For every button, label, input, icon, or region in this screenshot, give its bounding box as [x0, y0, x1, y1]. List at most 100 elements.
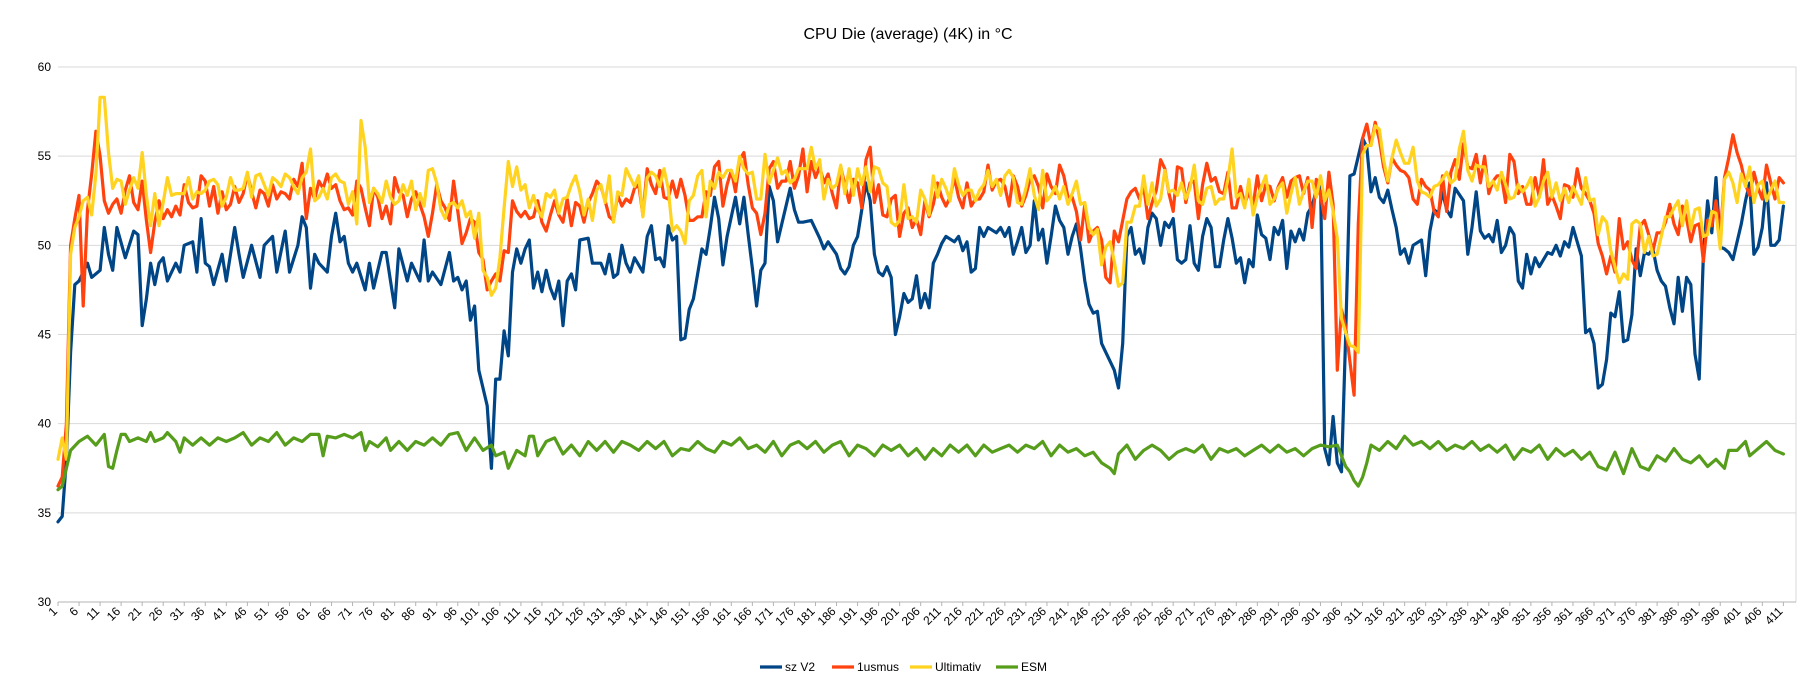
- x-tick-label: 291: [1256, 604, 1280, 628]
- x-tick-label: 356: [1530, 604, 1554, 628]
- x-tick-label: 16: [104, 604, 124, 624]
- x-tick-label: 271: [1172, 604, 1196, 628]
- x-tick-label: 51: [251, 604, 271, 624]
- x-tick-label: 261: [1130, 604, 1154, 628]
- y-axis-ticks: 30 35 40 45 50 55 60: [38, 60, 52, 609]
- x-tick-label: 286: [1235, 604, 1259, 628]
- x-tick-label: 121: [541, 604, 565, 628]
- x-tick-label: 251: [1088, 604, 1112, 628]
- x-tick-label: 126: [562, 604, 586, 628]
- x-tick-label: 346: [1488, 604, 1512, 628]
- x-tick-label: 396: [1698, 604, 1722, 628]
- x-tick-label: 211: [920, 604, 944, 628]
- x-tick-label: 96: [441, 604, 461, 624]
- x-tick-label: 411: [1762, 604, 1786, 628]
- x-tick-label: 386: [1656, 604, 1680, 628]
- x-tick-label: 376: [1614, 604, 1638, 628]
- series-line-1usmus: [56, 120, 1786, 488]
- x-tick-label: 136: [604, 604, 628, 628]
- x-tick-label: 231: [1004, 604, 1028, 628]
- x-tick-label: 11: [83, 604, 102, 623]
- legend-label: sz V2: [785, 660, 815, 674]
- x-tick-label: 1: [45, 604, 60, 619]
- y-tick-label: 50: [38, 238, 52, 252]
- x-tick-label: 206: [899, 604, 923, 628]
- x-tick-label: 161: [709, 604, 733, 628]
- x-tick-label: 196: [857, 604, 881, 628]
- x-tick-label: 151: [667, 604, 691, 628]
- legend: sz V2 1usmus Ultimativ ESM: [760, 660, 1047, 674]
- legend-label: Ultimativ: [935, 660, 981, 674]
- y-tick-label: 45: [38, 328, 52, 342]
- x-tick-label: 216: [941, 604, 965, 628]
- x-tick-label: 246: [1067, 604, 1091, 628]
- x-tick-label: 111: [500, 604, 523, 627]
- chart-title: CPU Die (average) (4K) in °C: [803, 26, 1012, 43]
- x-tick-label: 66: [314, 604, 334, 624]
- x-tick-label: 351: [1509, 604, 1533, 628]
- x-tick-label: 221: [962, 604, 986, 628]
- x-tick-label: 171: [751, 604, 775, 628]
- x-tick-label: 61: [293, 604, 313, 624]
- x-tick-label: 391: [1677, 604, 1701, 628]
- series-line-esm: [56, 431, 1786, 492]
- x-tick-label: 281: [1214, 604, 1238, 628]
- legend-label: ESM: [1021, 660, 1047, 674]
- x-tick-label: 86: [398, 604, 418, 624]
- x-tick-label: 141: [625, 604, 649, 628]
- x-tick-label: 56: [272, 604, 292, 624]
- x-tick-label: 6: [67, 604, 82, 619]
- y-tick-label: 30: [38, 595, 52, 609]
- x-tick-label: 266: [1151, 604, 1175, 628]
- x-tick-label: 101: [457, 604, 481, 628]
- x-tick-label: 371: [1593, 604, 1617, 628]
- x-tick-label: 361: [1551, 604, 1575, 628]
- x-tick-label: 116: [521, 604, 545, 628]
- x-tick-label: 201: [878, 604, 902, 628]
- series-line-sz-v2: [56, 136, 1786, 524]
- x-tick-label: 91: [420, 604, 440, 624]
- x-tick-label: 401: [1719, 604, 1743, 628]
- x-tick-label: 311: [1341, 604, 1365, 628]
- x-tick-label: 321: [1383, 604, 1407, 628]
- x-tick-label: 236: [1025, 604, 1049, 628]
- x-tick-label: 146: [646, 604, 670, 628]
- x-tick-label: 381: [1635, 604, 1659, 628]
- grid: [58, 66, 1797, 603]
- x-tick-label: 76: [356, 604, 376, 624]
- x-tick-label: 191: [836, 604, 860, 628]
- y-tick-label: 60: [38, 60, 52, 74]
- x-tick-label: 336: [1446, 604, 1470, 628]
- x-tick-label: 256: [1109, 604, 1133, 628]
- x-tick-label: 46: [230, 604, 250, 624]
- x-tick-label: 36: [188, 604, 208, 624]
- y-tick-label: 55: [38, 149, 52, 163]
- x-tick-label: 26: [146, 604, 166, 624]
- x-tick-label: 306: [1320, 604, 1344, 628]
- y-tick-label: 40: [38, 417, 52, 431]
- x-tick-label: 156: [688, 604, 712, 628]
- x-tick-label: 241: [1046, 604, 1070, 628]
- x-tick-label: 226: [983, 604, 1007, 628]
- x-tick-label: 296: [1277, 604, 1301, 628]
- x-tick-label: 41: [209, 604, 229, 624]
- plot-area: [56, 95, 1786, 524]
- x-tick-label: 71: [335, 604, 355, 624]
- x-tick-label: 166: [730, 604, 754, 628]
- series-line-ultimativ: [56, 95, 1786, 461]
- x-tick-label: 181: [794, 604, 818, 628]
- x-tick-label: 406: [1740, 604, 1764, 628]
- x-tick-label: 331: [1425, 604, 1449, 628]
- x-tick-label: 366: [1572, 604, 1596, 628]
- x-tick-label: 176: [772, 604, 796, 628]
- x-tick-label: 326: [1404, 604, 1428, 628]
- x-tick-label: 341: [1467, 604, 1491, 628]
- x-tick-label: 21: [125, 604, 145, 624]
- x-tick-label: 131: [583, 604, 607, 628]
- y-tick-label: 35: [38, 506, 52, 520]
- x-tick-label: 106: [478, 604, 502, 628]
- x-tick-label: 276: [1193, 604, 1217, 628]
- x-axis-ticks: 1 6 11 16 21 26 31 36 41 46 51 56 61 66 71 76 81 86 91 9610…: [45, 602, 1786, 628]
